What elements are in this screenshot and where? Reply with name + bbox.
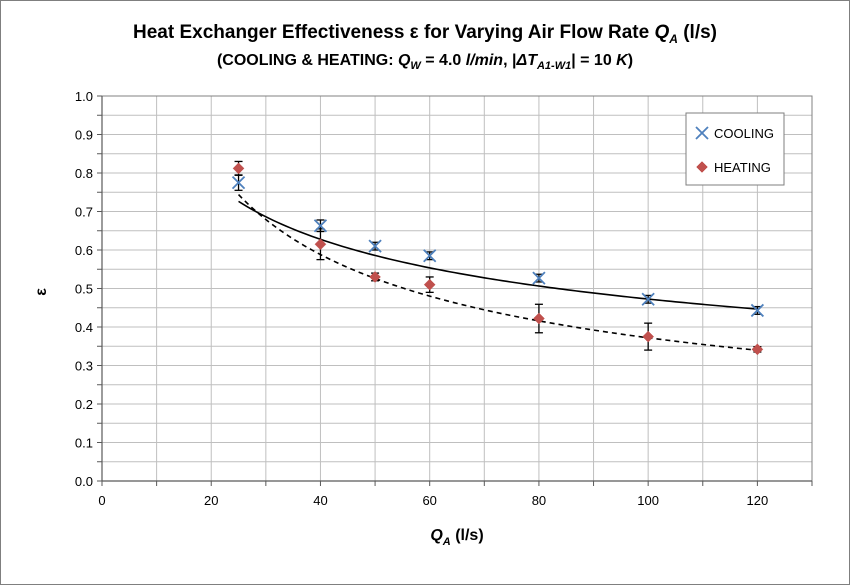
x-tick-label: 60: [422, 493, 436, 508]
y-tick-label: 0.3: [75, 359, 93, 374]
chart-title-main: Heat Exchanger Effectiveness ε for Varyi…: [133, 22, 654, 43]
x-tick-label: 20: [204, 493, 218, 508]
marker-stroke: [313, 219, 328, 233]
subtitle-q-sub: W: [410, 60, 422, 72]
chart-title: Heat Exchanger Effectiveness ε for Varyi…: [133, 22, 717, 46]
data-point-heating: [423, 278, 436, 291]
y-tick-label: 0.2: [75, 397, 93, 412]
y-tick-label: 0.0: [75, 474, 93, 489]
data-point-cooling: [532, 271, 546, 285]
data-point-heating: [369, 271, 381, 283]
marker-stroke: [231, 175, 246, 190]
data-point-heating: [751, 343, 764, 356]
trendline-heating: [237, 194, 758, 352]
subtitle-pre: (COOLING & HEATING:: [217, 52, 398, 69]
data-point-heating: [533, 312, 545, 325]
marker-stroke: [368, 239, 382, 253]
data-point-cooling: [750, 303, 765, 318]
y-tick-label: 0.9: [75, 128, 93, 143]
x-tick-label: 80: [532, 493, 546, 508]
data-point-heating: [642, 330, 655, 343]
y-tick-label: 0.6: [75, 243, 93, 258]
legend-box: [685, 112, 785, 186]
data-point-cooling: [368, 239, 382, 253]
legend-cooling-marker: [695, 126, 709, 140]
legend-heating-label: HEATING: [714, 160, 771, 175]
marker-stroke: [695, 126, 709, 140]
y-axis-label: ε: [33, 288, 50, 296]
legend-item-heating: HEATING: [696, 160, 771, 175]
subtitle-mid2: , |: [503, 52, 516, 69]
subtitle-dt: ΔT: [515, 52, 538, 69]
chart-subtitle: (COOLING & HEATING: QW = 4.0 l/min, |ΔTA…: [217, 52, 633, 72]
subtitle-close: ): [628, 52, 633, 69]
legend-heating-marker: [696, 161, 708, 173]
subtitle-q: Q: [398, 52, 411, 69]
data-point-cooling: [641, 292, 655, 306]
marker-stroke: [750, 303, 765, 318]
x-tick-label: 100: [637, 493, 659, 508]
plot-area: 0 20 40 60 80 100 120 0.0 0.1 0.2 0.3 0.4 0.5 0.6 0.7 0…: [75, 89, 813, 508]
y-tick-label: 0.4: [75, 320, 93, 335]
x-axis-label-units: (l/s): [451, 527, 484, 544]
subtitle-unit: l/min: [466, 52, 504, 69]
trendline-cooling: [238, 200, 758, 310]
y-tick-label: 0.1: [75, 436, 93, 451]
data-point-cooling: [231, 175, 246, 190]
chart-title-q: Q: [654, 22, 669, 43]
x-tick-label: 40: [313, 493, 327, 508]
y-tick-label: 0.8: [75, 166, 93, 181]
data-point-heating: [232, 162, 245, 175]
x-axis-label-q: Q: [430, 527, 443, 544]
x-axis-label-sub: A: [442, 536, 451, 548]
marker-stroke: [532, 271, 546, 285]
chart-title-units: (l/s): [678, 22, 717, 43]
subtitle-k: K: [616, 52, 629, 69]
subtitle-post: | = 10: [571, 52, 616, 69]
x-tick-label: 0: [98, 493, 105, 508]
marker-stroke: [641, 292, 655, 306]
marker-stroke: [423, 249, 437, 263]
data-point-cooling: [313, 219, 328, 233]
legend-marker-cooling: [695, 126, 709, 140]
subtitle-mid: = 4.0: [421, 52, 466, 69]
legend-marker-heating: [696, 161, 708, 173]
y-tick-label: 0.7: [75, 205, 93, 220]
legend: COOLING HEATING: [685, 112, 785, 186]
x-tick-label: 120: [747, 493, 769, 508]
legend-cooling-label: COOLING: [714, 126, 774, 141]
chart-title-q-sub: A: [668, 32, 678, 46]
y-tick-label: 0.5: [75, 282, 93, 297]
y-tick-label: 1.0: [75, 89, 93, 104]
data-point-heating: [314, 238, 327, 251]
data-point-cooling: [423, 249, 437, 263]
legend-item-cooling: COOLING: [695, 126, 774, 141]
subtitle-dt-sub: A1-W1: [536, 60, 571, 72]
x-axis-label: QA (l/s): [430, 527, 483, 548]
